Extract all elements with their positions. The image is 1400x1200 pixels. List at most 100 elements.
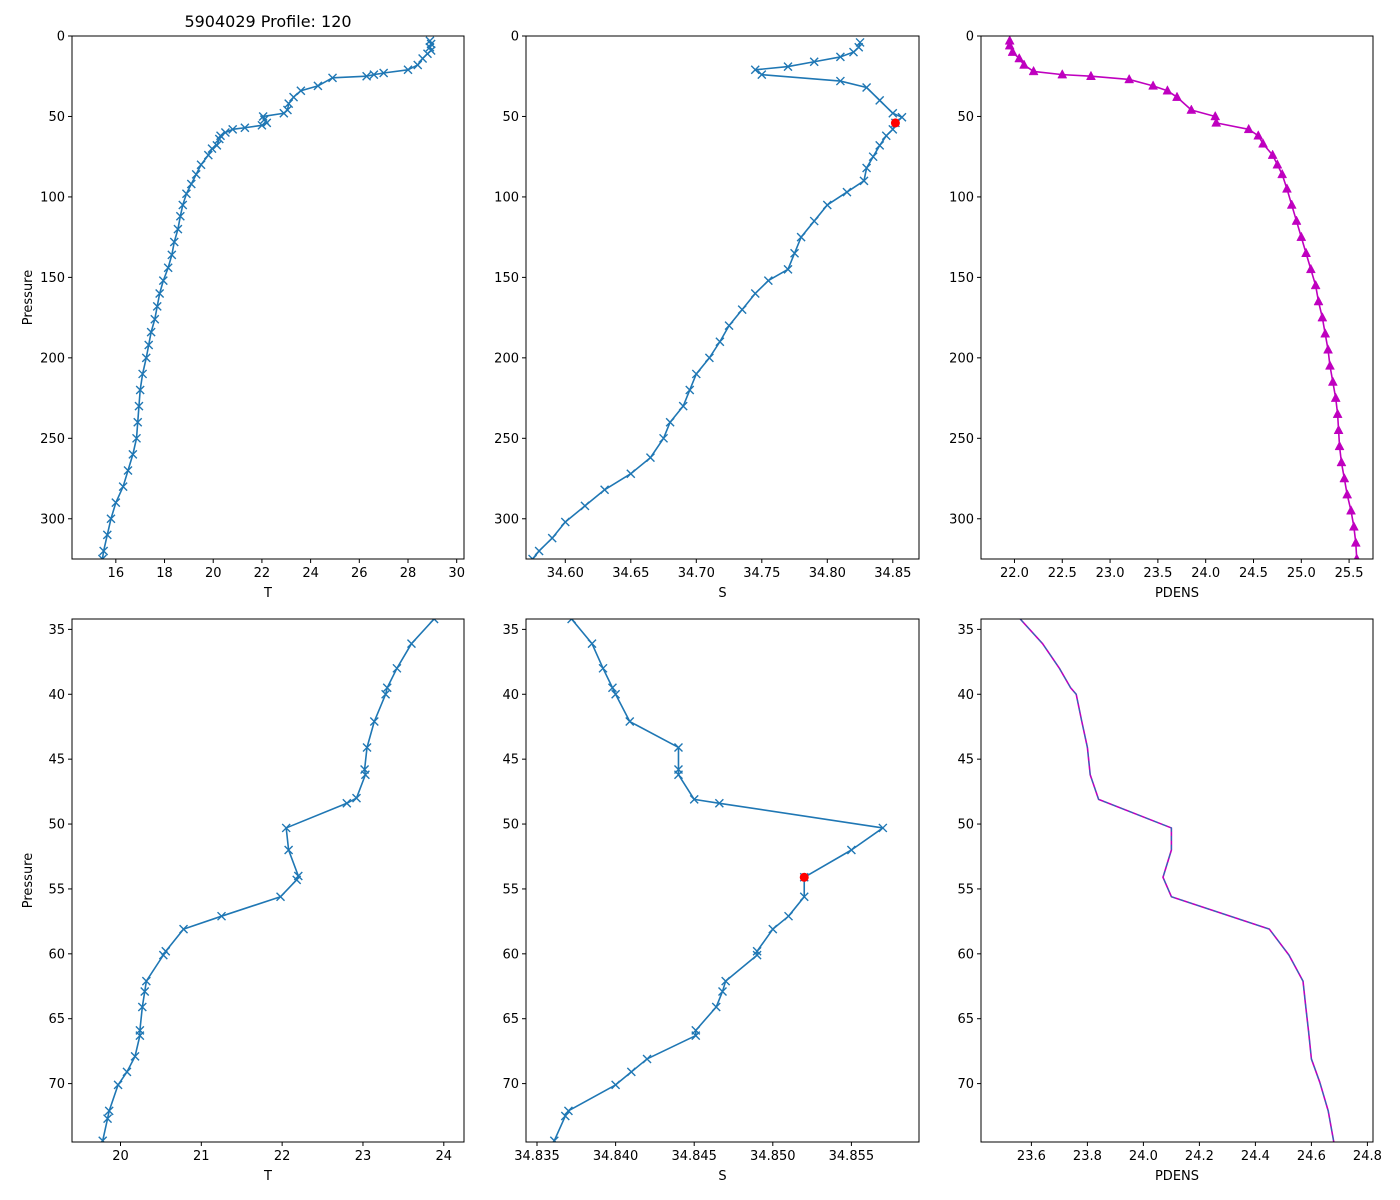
data-point-marker	[144, 340, 154, 350]
y-tick-label: 60	[957, 947, 974, 962]
y-tick-label: 60	[502, 947, 519, 962]
x-tick-label: 23.6	[1017, 1149, 1046, 1164]
data-point-marker	[228, 124, 238, 134]
data-point-marker	[626, 1067, 636, 1077]
data-point-marker	[186, 179, 196, 189]
y-tick-label: 150	[494, 271, 519, 286]
data-point-marker	[835, 76, 845, 86]
y-tick-label: 50	[502, 110, 519, 125]
x-tick-label: 23.0	[1096, 566, 1125, 581]
data-point-marker	[284, 845, 294, 855]
data-point-marker	[842, 187, 852, 197]
panel-bottom-pdens: 23.6 23.8 24.0 24.2 24.4 24.6 24.8 35 40 45 50 55 60…	[957, 618, 1382, 1184]
data-point-marker	[289, 92, 299, 102]
data-point-marker	[600, 485, 610, 495]
data-point-marker	[296, 86, 306, 96]
data-point-marker	[580, 501, 590, 511]
panel-top-pdens: 22.0 22.5 23.0 23.5 24.0 24.5 25.0 25.5 0 50 100 15…	[949, 30, 1374, 601]
y-tick-label: 250	[949, 432, 974, 447]
y-tick-label: 50	[48, 818, 65, 833]
data-point-marker	[1323, 344, 1333, 354]
data-point-marker	[158, 950, 168, 960]
data-point-marker	[1243, 123, 1254, 134]
x-axis-label: S	[718, 1169, 726, 1184]
data-point-marker	[1350, 537, 1361, 547]
data-point-marker	[135, 385, 145, 395]
data-point-marker	[1301, 247, 1311, 257]
data-point-marker	[611, 1080, 621, 1090]
y-tick-label: 0	[57, 30, 65, 45]
x-tick-label: 34.75	[743, 566, 780, 581]
data-point-marker	[1330, 392, 1341, 402]
x-tick-label: 24.5	[1239, 566, 1268, 581]
data-point-marker	[1148, 80, 1159, 90]
data-point-marker	[598, 663, 608, 673]
data-point-marker	[809, 57, 819, 67]
data-point-marker	[567, 619, 577, 624]
y-tick-label: 100	[494, 190, 519, 205]
data-point-marker	[1348, 521, 1359, 531]
data-point-marker	[1296, 231, 1307, 241]
y-tick-label: 40	[502, 688, 519, 703]
data-point-marker	[862, 163, 872, 173]
y-tick-label: 150	[40, 271, 65, 286]
x-tick-label: 34.80	[809, 566, 846, 581]
data-point-marker	[167, 250, 177, 260]
data-point-marker	[689, 794, 699, 804]
data-point-marker	[718, 986, 727, 996]
x-tick-label: 30	[448, 566, 465, 581]
data-point-marker	[642, 1054, 652, 1064]
x-tick-label: 24	[302, 566, 319, 581]
data-point-marker	[175, 211, 185, 221]
x-tick-label: 34.70	[678, 566, 715, 581]
data-point-marker	[625, 717, 635, 727]
highlight-point	[890, 118, 900, 128]
data-point-marker	[173, 224, 183, 234]
data-point-marker	[381, 689, 391, 699]
x-tick-label: 34.85	[874, 566, 911, 581]
data-point-marker	[1019, 59, 1029, 69]
y-tick-label: 70	[48, 1077, 65, 1092]
x-tick-label: 21	[193, 1149, 210, 1164]
data-point-marker	[611, 689, 621, 699]
panel-bottom-salinity: 34.835 34.840 34.845 34.850 34.855 35 40 45 50 55…	[502, 618, 920, 1184]
data-point-marker	[673, 742, 683, 752]
data-point-marker	[106, 514, 116, 524]
data-point-marker	[99, 546, 109, 556]
x-tick-label: 34.65	[612, 566, 649, 581]
panel-top-temperature: 16 18 20 22 24 26 28 30050100150200250300TPress…	[21, 30, 465, 602]
data-point-marker	[362, 71, 372, 81]
y-tick-label: 70	[957, 1077, 974, 1092]
data-point-marker	[704, 353, 714, 363]
y-tick-label: 35	[957, 623, 974, 638]
data-point-marker	[1346, 505, 1356, 515]
data-point-marker	[214, 134, 224, 144]
data-point-marker	[888, 108, 898, 118]
data-point-marker	[678, 401, 688, 411]
data-point-marker	[392, 663, 402, 673]
y-tick-label: 40	[957, 688, 974, 703]
data-point-marker	[1320, 328, 1331, 338]
data-point-marker	[859, 176, 869, 186]
data-point-marker	[169, 237, 179, 247]
y-tick-label: 150	[949, 271, 974, 286]
y-tick-label: 70	[502, 1077, 519, 1092]
data-point-marker	[382, 683, 392, 693]
x-tick-label: 34.855	[829, 1149, 875, 1164]
y-tick-label: 50	[957, 110, 974, 125]
x-tick-label: 25.5	[1335, 566, 1364, 581]
data-point-marker	[281, 823, 291, 833]
data-point-marker	[822, 200, 832, 210]
x-tick-label: 23.8	[1073, 1149, 1102, 1164]
y-tick-label: 200	[949, 351, 974, 366]
data-point-marker	[1267, 149, 1278, 159]
data-point-marker	[1313, 295, 1324, 306]
data-point-marker	[835, 52, 845, 62]
y-tick-label: 45	[502, 753, 519, 768]
x-tick-label: 22	[254, 566, 271, 581]
data-point-marker	[292, 875, 302, 885]
x-tick-label: 34.60	[547, 566, 584, 581]
data-point-marker	[1004, 40, 1015, 50]
data-point-marker	[1339, 473, 1350, 483]
data-point-marker	[534, 546, 544, 556]
